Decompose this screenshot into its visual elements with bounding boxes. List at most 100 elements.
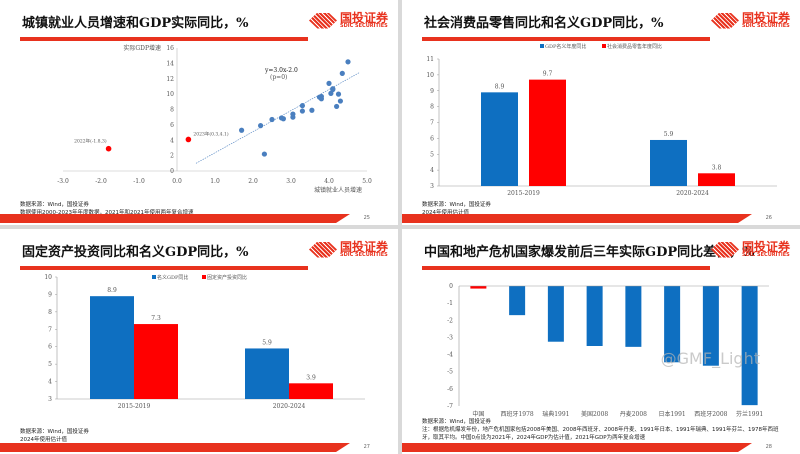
legend-label: 名义GDP同比	[157, 274, 188, 281]
logo-cn: 国投证券	[339, 240, 388, 254]
slide-title: 城镇就业人员增速和GDP实际同比，%	[22, 16, 249, 31]
chart: 3 4 5 6 7 8 9 10 11 8.9 9.7 2015-2019 5.9 3.8 2020-202…	[426, 43, 777, 197]
footnote: 2024年使用估计值	[422, 210, 469, 216]
y-tick-label: 8	[170, 107, 174, 114]
scatter-point	[326, 80, 332, 86]
logo-cn: 国投证券	[741, 11, 790, 25]
y-axis-label: 实际GDP增速	[123, 44, 161, 52]
y-tick-label: -3	[447, 334, 453, 341]
y-tick-label: 10	[44, 274, 52, 281]
bar	[650, 139, 687, 186]
title-rule	[422, 266, 710, 270]
scatter-point	[239, 127, 245, 133]
logo-en: SDIC SECURITIES	[339, 252, 388, 258]
category-label: 中国	[472, 410, 484, 418]
data-label: 3.9	[306, 374, 316, 381]
watermark: @GMF_Light	[660, 349, 760, 368]
y-tick-label: 9	[430, 88, 434, 95]
chart: -3.0 -2.0 -1.0 0.0 1.0 2.0 3.0 4.0 5.0 0 2 4 6 8 10 12 1…	[57, 44, 372, 194]
category-label: 芬兰1991	[736, 410, 763, 418]
logo-text: 国投证券 SDIC SECURITIES	[742, 12, 790, 29]
category-label: 日本1991	[658, 410, 685, 418]
y-tick-label: 5	[48, 361, 52, 368]
sdic-logo: 国投证券 SDIC SECURITIES	[308, 11, 388, 29]
page-number: 28	[765, 444, 772, 450]
slide-investment-gdp: 固定资产投资同比和名义GDP同比，% 国投证券 SDIC SECURITIES 数据来…	[0, 229, 398, 454]
y-tick-label: 0	[170, 168, 174, 175]
x-tick-label: 4.0	[324, 178, 334, 185]
x-tick-label: 3.0	[286, 178, 296, 185]
y-tick-label: -5	[447, 369, 453, 376]
logo-cn: 国投证券	[339, 11, 388, 25]
y-tick-label: -6	[447, 386, 453, 393]
chart: 3 4 5 6 7 8 9 10 8.9 7.3 2015-2019 5.9 3.9 2020-2024 名…	[44, 274, 365, 410]
scatter-point	[330, 86, 336, 92]
footer-band	[402, 443, 752, 452]
y-tick-label: -4	[447, 352, 453, 359]
x-tick-label: 1.0	[210, 178, 220, 185]
y-tick-label: -2	[447, 317, 453, 324]
y-tick-label: 10	[426, 72, 434, 79]
footnote: 数据来源：Wind，国投证券	[422, 202, 491, 208]
scatter-point	[258, 123, 264, 129]
category-label: 2015-2019	[507, 190, 540, 197]
page-number: 26	[765, 215, 772, 221]
logo-mark-icon	[710, 241, 739, 258]
slide-title: 社会消费品零售同比和名义GDP同比，%	[424, 16, 664, 31]
bar	[698, 173, 735, 186]
logo-en: SDIC SECURITIES	[339, 23, 388, 29]
y-tick-label: 8	[430, 104, 434, 111]
y-tick-label: 4	[170, 137, 174, 144]
sdic-logo: 国投证券 SDIC SECURITIES	[308, 240, 388, 258]
sdic-logo: 国投证券 SDIC SECURITIES	[710, 241, 790, 258]
trend-r: (p=0)	[270, 74, 287, 81]
legend-swatch	[602, 44, 606, 48]
bar	[245, 348, 289, 399]
x-tick-label: -1.0	[133, 178, 145, 185]
footnote: 2024年使用估计值	[20, 437, 67, 443]
scatter-point	[299, 108, 305, 114]
y-tick-label: -1	[447, 300, 453, 307]
page-number: 27	[363, 444, 370, 450]
title-rule	[20, 266, 308, 270]
slide-retail-gdp: 社会消费品零售同比和名义GDP同比，% 国投证券 SDIC SECURITIES 数据…	[402, 0, 800, 225]
legend-label: 社会消费品零售年度同比	[607, 43, 662, 50]
bar	[741, 286, 758, 406]
bar	[586, 286, 603, 346]
y-tick-label: 7	[430, 120, 434, 127]
bar	[625, 286, 642, 347]
bar	[289, 383, 333, 399]
y-tick-label: 14	[166, 60, 174, 67]
slide-employment-gdp: 城镇就业人员增速和GDP实际同比，% 国投证券 SDIC SECURITIES 数据来…	[0, 0, 398, 225]
logo-mark-icon	[308, 241, 337, 258]
category-label: 2020-2024	[273, 403, 306, 410]
slide-crisis-gdp-gap: 中国和地产危机国家爆发前后三年实际GDP同比差值，% 国投证券 SDIC SECUR…	[402, 229, 800, 454]
category-label: 2020-2024	[676, 190, 709, 197]
slide-title: 固定资产投资同比和名义GDP同比，%	[22, 245, 249, 260]
y-tick-label: 3	[430, 183, 434, 190]
x-tick-label: -2.0	[95, 178, 107, 185]
legend-label: GDP名义年度同比	[545, 43, 586, 50]
footnote: 数据使用2000-2023年年度数据，2021年和2021年使用两年复合增速	[20, 210, 194, 216]
logo-en: SDIC SECURITIES	[741, 23, 790, 29]
data-label: 7.3	[151, 315, 161, 322]
slide-title: 中国和地产危机国家爆发前后三年实际GDP同比差值，%	[424, 245, 755, 260]
bar	[509, 286, 526, 316]
highlight-label: 2022年(-1.8,3)	[74, 138, 107, 145]
y-tick-label: 8	[48, 309, 52, 316]
data-label: 9.7	[543, 71, 553, 78]
y-tick-label: -7	[447, 403, 453, 410]
scatter-point	[280, 116, 286, 122]
y-tick-label: 6	[170, 122, 174, 129]
bar	[134, 324, 178, 399]
title-rule	[422, 37, 710, 41]
data-label: 8.9	[495, 83, 505, 90]
y-tick-label: 2	[170, 153, 174, 160]
y-tick-label: 6	[430, 135, 434, 142]
footer-band	[0, 443, 350, 452]
data-label: 3.8	[712, 164, 722, 171]
bar	[90, 296, 134, 399]
bar	[702, 286, 719, 366]
footer-band	[0, 214, 350, 223]
trendline	[195, 72, 360, 164]
